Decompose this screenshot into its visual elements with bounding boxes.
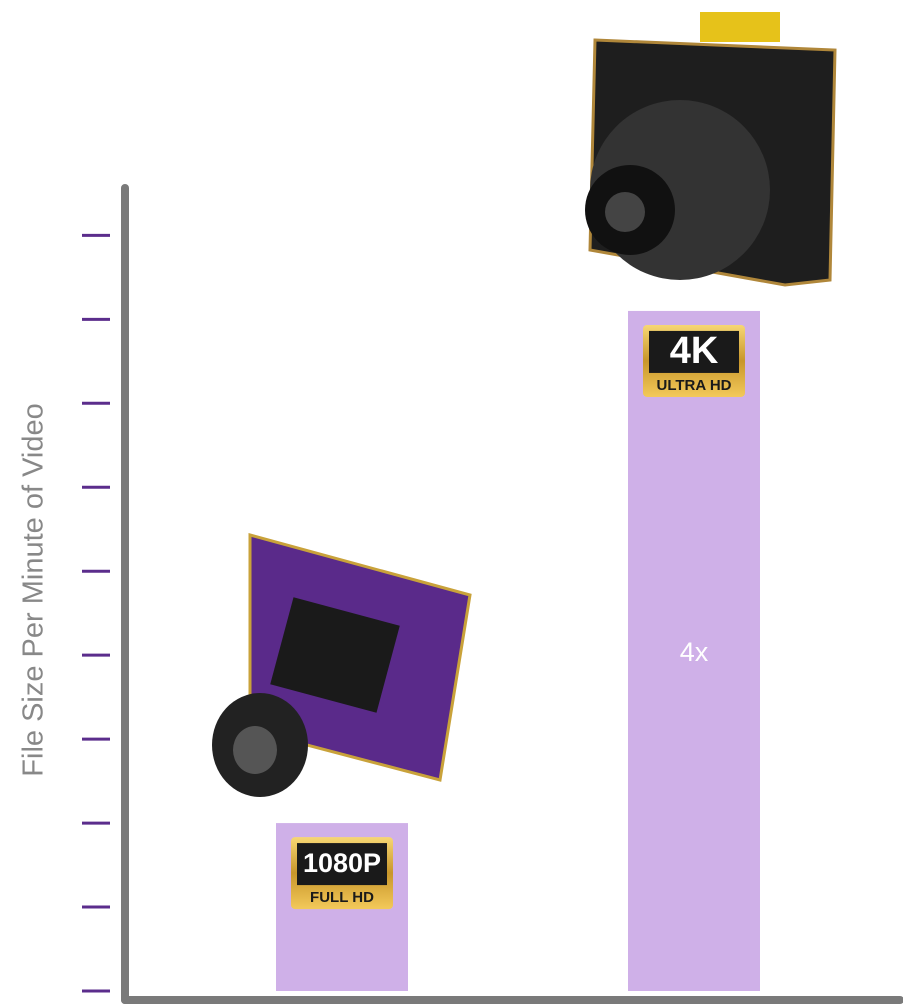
y-axis-label: File Size Per Minute of Video xyxy=(18,403,50,776)
badge-inner xyxy=(297,843,387,886)
badge-inner xyxy=(649,330,739,373)
camera-1080p-illustration xyxy=(212,533,472,797)
category-label: 4K xyxy=(670,330,719,372)
bar xyxy=(628,310,760,991)
plot-area: 1080P FULL HD 4K ULTRA HD 4x xyxy=(82,233,760,993)
bar-annotation: 4x xyxy=(680,637,709,667)
category-subtitle: FULL HD xyxy=(310,889,374,906)
category-subtitle: ULTRA HD xyxy=(657,377,732,394)
camera-4k-illustration xyxy=(585,12,837,287)
category-label: 1080P xyxy=(303,848,381,878)
